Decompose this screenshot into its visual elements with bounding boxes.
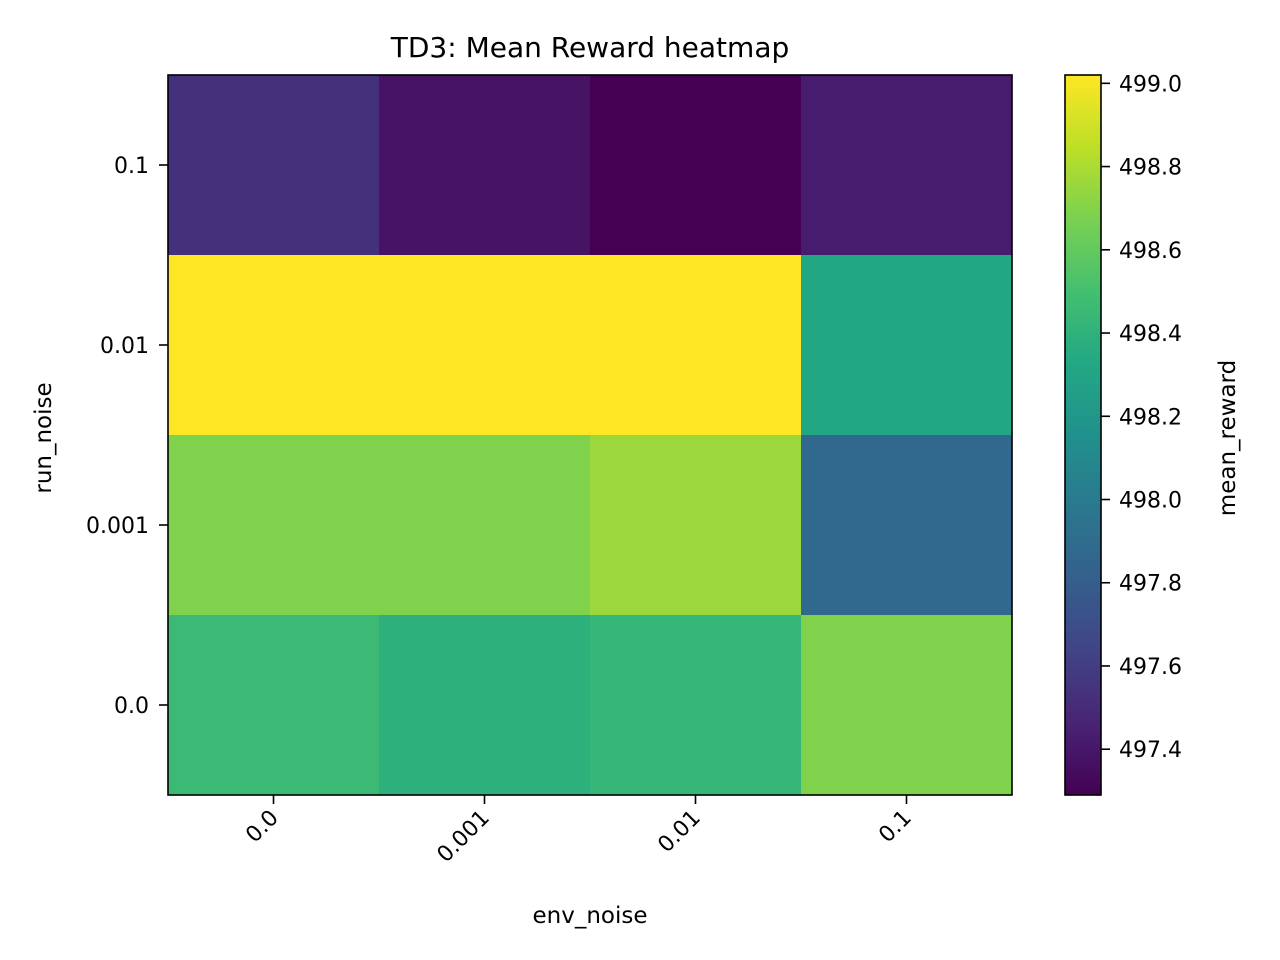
x-tick-label: 0.01: [653, 806, 705, 858]
colorbar-tick-label: 498.0: [1119, 489, 1182, 514]
heatmap-cell-r0-c1: [379, 75, 591, 256]
heatmap-cell-r1-c1: [379, 255, 591, 436]
y-tick-label: 0.1: [114, 154, 149, 179]
colorbar: [1065, 75, 1101, 795]
colorbar-frame: [1064, 74, 1102, 796]
y-axis-label: run_noise: [31, 382, 57, 493]
heatmap-cell-r2-c0: [168, 435, 380, 616]
heatmap-cell-r2-c1: [379, 435, 591, 616]
heatmap-cell-r3-c0: [168, 615, 380, 796]
heatmap-cell-r3-c3: [801, 615, 1013, 796]
heatmap-cell-r2-c3: [801, 435, 1013, 616]
colorbar-label: mean_reward: [1215, 360, 1241, 516]
colorbar-ticks: 497.4 497.6 497.8 498.0 498.2 498.4 498.6 498.8…: [1101, 72, 1182, 763]
y-tick-label: 0.01: [100, 334, 149, 359]
x-tick-label: 0.0: [241, 806, 283, 848]
colorbar-tick-label: 497.8: [1119, 572, 1182, 597]
plot-frame: [167, 74, 1013, 796]
heatmap-cell-r1-c3: [801, 255, 1013, 436]
colorbar-tick-label: 497.4: [1119, 738, 1182, 763]
heatmap-cell-r0-c2: [590, 75, 802, 256]
heatmap-cell-r3-c1: [379, 615, 591, 796]
y-axis-ticks: 0.1 0.01 0.001 0.0: [86, 154, 168, 719]
heatmap-cell-r0-c0: [168, 75, 380, 256]
x-tick-label: 0.1: [874, 806, 916, 848]
x-axis-label: env_noise: [532, 903, 647, 929]
x-axis-ticks: 0.0 0.001 0.01 0.1: [241, 795, 917, 868]
colorbar-tick-label: 498.8: [1119, 156, 1182, 181]
colorbar-tick-label: 499.0: [1119, 72, 1182, 97]
heatmap-cell-r2-c2: [590, 435, 802, 616]
y-tick-label: 0.0: [114, 694, 149, 719]
heatmap-cell-r1-c0: [168, 255, 380, 436]
heatmap-cell-r0-c3: [801, 75, 1013, 256]
x-tick-label: 0.001: [433, 806, 495, 868]
chart-title: TD3: Mean Reward heatmap: [390, 31, 790, 64]
colorbar-tick-label: 498.4: [1119, 322, 1182, 347]
colorbar-tick-label: 498.6: [1119, 239, 1182, 264]
heatmap-cells: [168, 75, 1013, 796]
y-tick-label: 0.001: [86, 514, 149, 539]
colorbar-tick-label: 497.6: [1119, 655, 1182, 680]
heatmap-cell-r3-c2: [590, 615, 802, 796]
heatmap-cell-r1-c2: [590, 255, 802, 436]
colorbar-tick-label: 498.2: [1119, 405, 1182, 430]
